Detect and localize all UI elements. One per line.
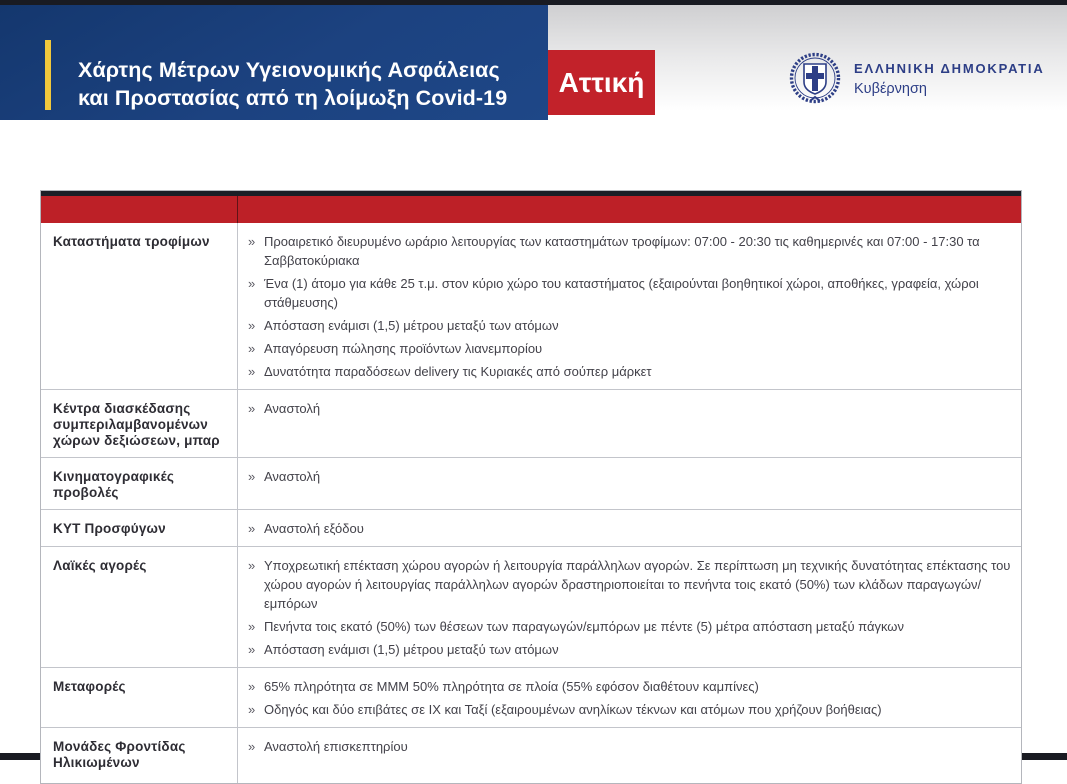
measure-text: Πενήντα τοις εκατό (50%) των θέσεων των … [264, 619, 904, 634]
bullet-marker: » [248, 642, 256, 657]
bullet-marker: » [248, 318, 256, 333]
table-row: ΚΥΤ Προσφύγων » Αναστολή εξόδου [41, 509, 1021, 546]
region-badge: Αττική [548, 50, 655, 115]
measure-item: » Ένα (1) άτομο για κάθε 25 τ.μ. στον κύρ… [248, 274, 1011, 312]
bullet-marker: » [248, 702, 256, 717]
table-row: Λαϊκές αγορές » Υποχρεωτική επέκταση χώρου… [41, 546, 1021, 667]
measure-text: Ένα (1) άτομο για κάθε 25 τ.μ. στον κύρι… [264, 276, 979, 310]
table-top-strip [41, 191, 1021, 196]
category-label: Μονάδες Φροντίδας Ηλικιωμένων [41, 728, 238, 783]
measure-text: Οδηγός και δύο επιβάτες σε ΙΧ και Ταξί (… [264, 702, 882, 717]
measure-item: » Αναστολή [248, 399, 1011, 418]
table-row: Καταστήματα τροφίμων » Προαιρετικό διευρυμ… [41, 223, 1021, 389]
title-accent-bar [45, 40, 51, 110]
government-logo-line1: ΕΛΛΗΝΙΚΗ ΔΗΜΟΚΡΑΤΙΑ [854, 61, 1045, 76]
measure-item: » Απόσταση ενάμισι (1,5) μέτρου μεταξύ τω… [248, 640, 1011, 659]
measure-text: 65% πληρότητα σε ΜΜΜ 50% πληρότητα σε πλ… [264, 679, 759, 694]
bullet-marker: » [248, 234, 256, 249]
category-label: Μεταφορές [41, 668, 238, 727]
measure-text: Υποχρεωτική επέκταση χώρου αγορών ή λειτ… [264, 558, 1011, 611]
page-title-line1: Χάρτης Μέτρων Υγειονομικής Ασφάλειας [78, 58, 500, 82]
table-row: Κέντρα διασκέδασης συμπεριλαμβανομένων χ… [41, 389, 1021, 457]
government-logo-line2: Κυβέρνηση [854, 81, 927, 97]
measure-item: » Απαγόρευση πώλησης προϊόντων λιανεμπορί… [248, 339, 1011, 358]
measure-text: Απαγόρευση πώλησης προϊόντων λιανεμπορίο… [264, 341, 543, 356]
measure-item: » Δυνατότητα παραδόσεων delivery τις Κυρι… [248, 362, 1011, 381]
category-label: ΚΥΤ Προσφύγων [41, 510, 238, 546]
table-header-band [41, 196, 1021, 223]
measure-item: » Υποχρεωτική επέκταση χώρου αγορών ή λει… [248, 556, 1011, 613]
measures-cell: » Υποχρεωτική επέκταση χώρου αγορών ή λει… [238, 547, 1021, 667]
table-header-divider [237, 196, 238, 223]
measures-cell: » Αναστολή [238, 458, 1021, 509]
bullet-marker: » [248, 276, 256, 291]
measures-table: Καταστήματα τροφίμων » Προαιρετικό διευρυμ… [40, 190, 1022, 784]
measures-cell: » Προαιρετικό διευρυμένο ωράριο λειτουργί… [238, 223, 1021, 389]
table-row: Μεταφορές » 65% πληρότητα σε ΜΜΜ 50% πληρό… [41, 667, 1021, 727]
table-row: Κινηματογραφικές προβολές » Αναστολή [41, 457, 1021, 509]
category-label: Κινηματογραφικές προβολές [41, 458, 238, 509]
measure-item: » Αναστολή επισκεπτηρίου [248, 737, 1011, 756]
measure-text: Αναστολή [264, 401, 321, 416]
measure-text: Αναστολή επισκεπτηρίου [264, 739, 408, 754]
bullet-marker: » [248, 469, 256, 484]
measures-cell: » 65% πληρότητα σε ΜΜΜ 50% πληρότητα σε π… [238, 668, 1021, 727]
bullet-marker: » [248, 401, 256, 416]
bullet-marker: » [248, 619, 256, 634]
measure-text: Απόσταση ενάμισι (1,5) μέτρου μεταξύ των… [264, 318, 559, 333]
category-label: Καταστήματα τροφίμων [41, 223, 238, 389]
table-body: Καταστήματα τροφίμων » Προαιρετικό διευρυμ… [41, 223, 1021, 783]
measure-text: Αναστολή εξόδου [264, 521, 364, 536]
measure-item: » Προαιρετικό διευρυμένο ωράριο λειτουργί… [248, 232, 1011, 270]
measure-text: Αναστολή [264, 469, 321, 484]
region-label: Αττική [558, 66, 645, 98]
greek-coat-of-arms-icon [789, 52, 841, 104]
measures-cell: » Αναστολή εξόδου [238, 510, 1021, 546]
government-logo: ΕΛΛΗΝΙΚΗ ΔΗΜΟΚΡΑΤΙΑ Κυβέρνηση [788, 52, 1045, 106]
measure-item: » Απόσταση ενάμισι (1,5) μέτρου μεταξύ τω… [248, 316, 1011, 335]
bullet-marker: » [248, 739, 256, 754]
measures-cell: » Αναστολή [238, 390, 1021, 457]
page-title: Χάρτης Μέτρων Υγειονομικής Ασφάλειας και… [78, 56, 548, 112]
page-title-line2: και Προστασίας από τη λοίμωξη Covid-19 [78, 86, 508, 110]
measure-item: » Πενήντα τοις εκατό (50%) των θέσεων των… [248, 617, 1011, 636]
bullet-marker: » [248, 364, 256, 379]
measure-text: Προαιρετικό διευρυμένο ωράριο λειτουργία… [264, 234, 980, 268]
measure-item: » Αναστολή εξόδου [248, 519, 1011, 538]
measure-text: Δυνατότητα παραδόσεων delivery τις Κυρια… [264, 364, 652, 379]
header-title-panel [0, 5, 548, 120]
measure-text: Απόσταση ενάμισι (1,5) μέτρου μεταξύ των… [264, 642, 559, 657]
bullet-marker: » [248, 679, 256, 694]
category-label: Λαϊκές αγορές [41, 547, 238, 667]
bullet-marker: » [248, 341, 256, 356]
bullet-marker: » [248, 521, 256, 536]
measure-item: » Οδηγός και δύο επιβάτες σε ΙΧ και Ταξί … [248, 700, 1011, 719]
page-top-strip [0, 0, 1067, 5]
government-logo-text: ΕΛΛΗΝΙΚΗ ΔΗΜΟΚΡΑΤΙΑ Κυβέρνηση [854, 61, 1045, 97]
measures-cell: » Αναστολή επισκεπτηρίου [238, 728, 1021, 783]
measure-item: » Αναστολή [248, 467, 1011, 486]
table-row: Μονάδες Φροντίδας Ηλικιωμένων » Αναστολή ε… [41, 727, 1021, 783]
bullet-marker: » [248, 558, 256, 573]
measure-item: » 65% πληρότητα σε ΜΜΜ 50% πληρότητα σε π… [248, 677, 1011, 696]
category-label: Κέντρα διασκέδασης συμπεριλαμβανομένων χ… [41, 390, 238, 457]
